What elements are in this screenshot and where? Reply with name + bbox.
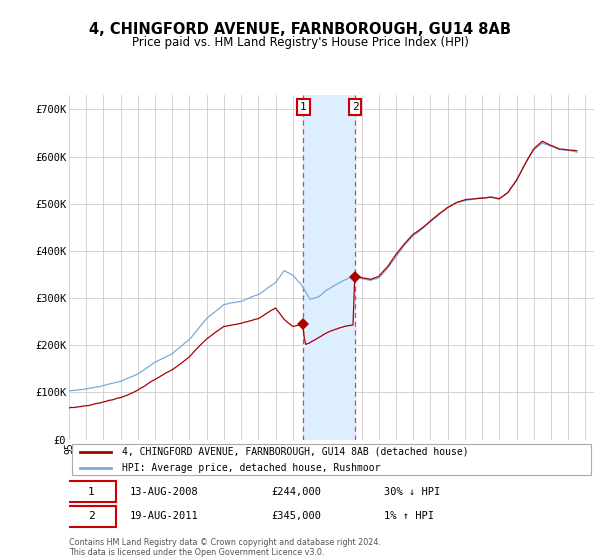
Text: 19-AUG-2011: 19-AUG-2011 [130, 511, 198, 521]
Text: Contains HM Land Registry data © Crown copyright and database right 2024.
This d: Contains HM Land Registry data © Crown c… [69, 538, 381, 557]
Text: 4, CHINGFORD AVENUE, FARNBOROUGH, GU14 8AB: 4, CHINGFORD AVENUE, FARNBOROUGH, GU14 8… [89, 22, 511, 38]
Bar [304, 95, 355, 440]
Text: 2: 2 [352, 102, 358, 112]
Text: £244,000: £244,000 [271, 487, 321, 497]
Text: 2: 2 [88, 511, 94, 521]
Text: 13-AUG-2008: 13-AUG-2008 [130, 487, 198, 497]
Text: Price paid vs. HM Land Registry's House Price Index (HPI): Price paid vs. HM Land Registry's House … [131, 36, 469, 49]
FancyBboxPatch shape [67, 482, 116, 502]
Text: 30% ↓ HPI: 30% ↓ HPI [384, 487, 440, 497]
FancyBboxPatch shape [67, 506, 116, 526]
FancyBboxPatch shape [71, 444, 591, 475]
Text: HPI: Average price, detached house, Rushmoor: HPI: Average price, detached house, Rush… [121, 463, 380, 473]
Text: 1% ↑ HPI: 1% ↑ HPI [384, 511, 434, 521]
Text: 4, CHINGFORD AVENUE, FARNBOROUGH, GU14 8AB (detached house): 4, CHINGFORD AVENUE, FARNBOROUGH, GU14 8… [121, 447, 468, 457]
Text: 1: 1 [88, 487, 94, 497]
Text: 1: 1 [300, 102, 307, 112]
Text: £345,000: £345,000 [271, 511, 321, 521]
